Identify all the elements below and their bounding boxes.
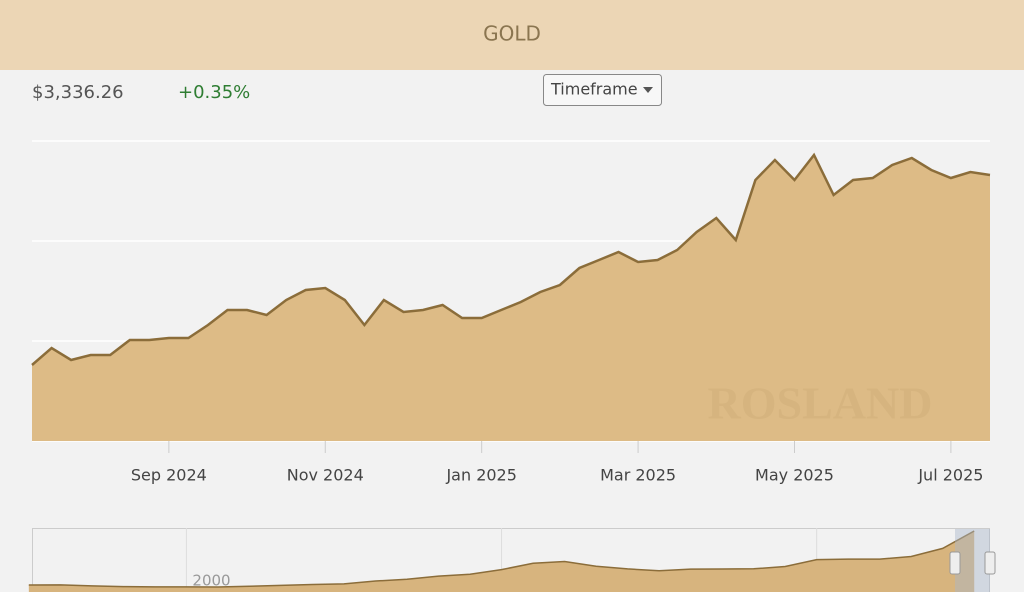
button-frame[interactable] (543, 74, 662, 106)
x-tick-label: Jan 2025 (445, 466, 516, 485)
button-label[interactable]: Timeframe (550, 80, 638, 99)
timeframe-button[interactable]: Timeframe (543, 74, 662, 106)
area-line (31, 152, 991, 366)
x-tick-label: Nov 2024 (287, 466, 364, 485)
area-line (28, 530, 975, 588)
x-tick-label: Sep 2024 (131, 466, 207, 485)
dropdown-arrow[interactable] (643, 87, 653, 93)
navigator-selection[interactable] (955, 529, 990, 592)
navigator-handle-left[interactable] (949, 551, 961, 575)
x-tick-label: Jul 2025 (917, 466, 983, 485)
x-tick-label: Mar 2025 (600, 466, 676, 485)
header-band (0, 0, 1024, 70)
navigator-handle-right[interactable] (984, 551, 996, 575)
x-tick-label: May 2025 (755, 466, 834, 485)
watermark: ROSLAND (708, 378, 933, 429)
change: +0.35% (178, 82, 250, 103)
area-fill (28, 531, 975, 592)
price: $3,336.26 (32, 82, 124, 103)
asset-title: GOLD (483, 22, 541, 46)
area-fill (32, 155, 990, 441)
x-tick-label: 2000 (192, 572, 230, 590)
